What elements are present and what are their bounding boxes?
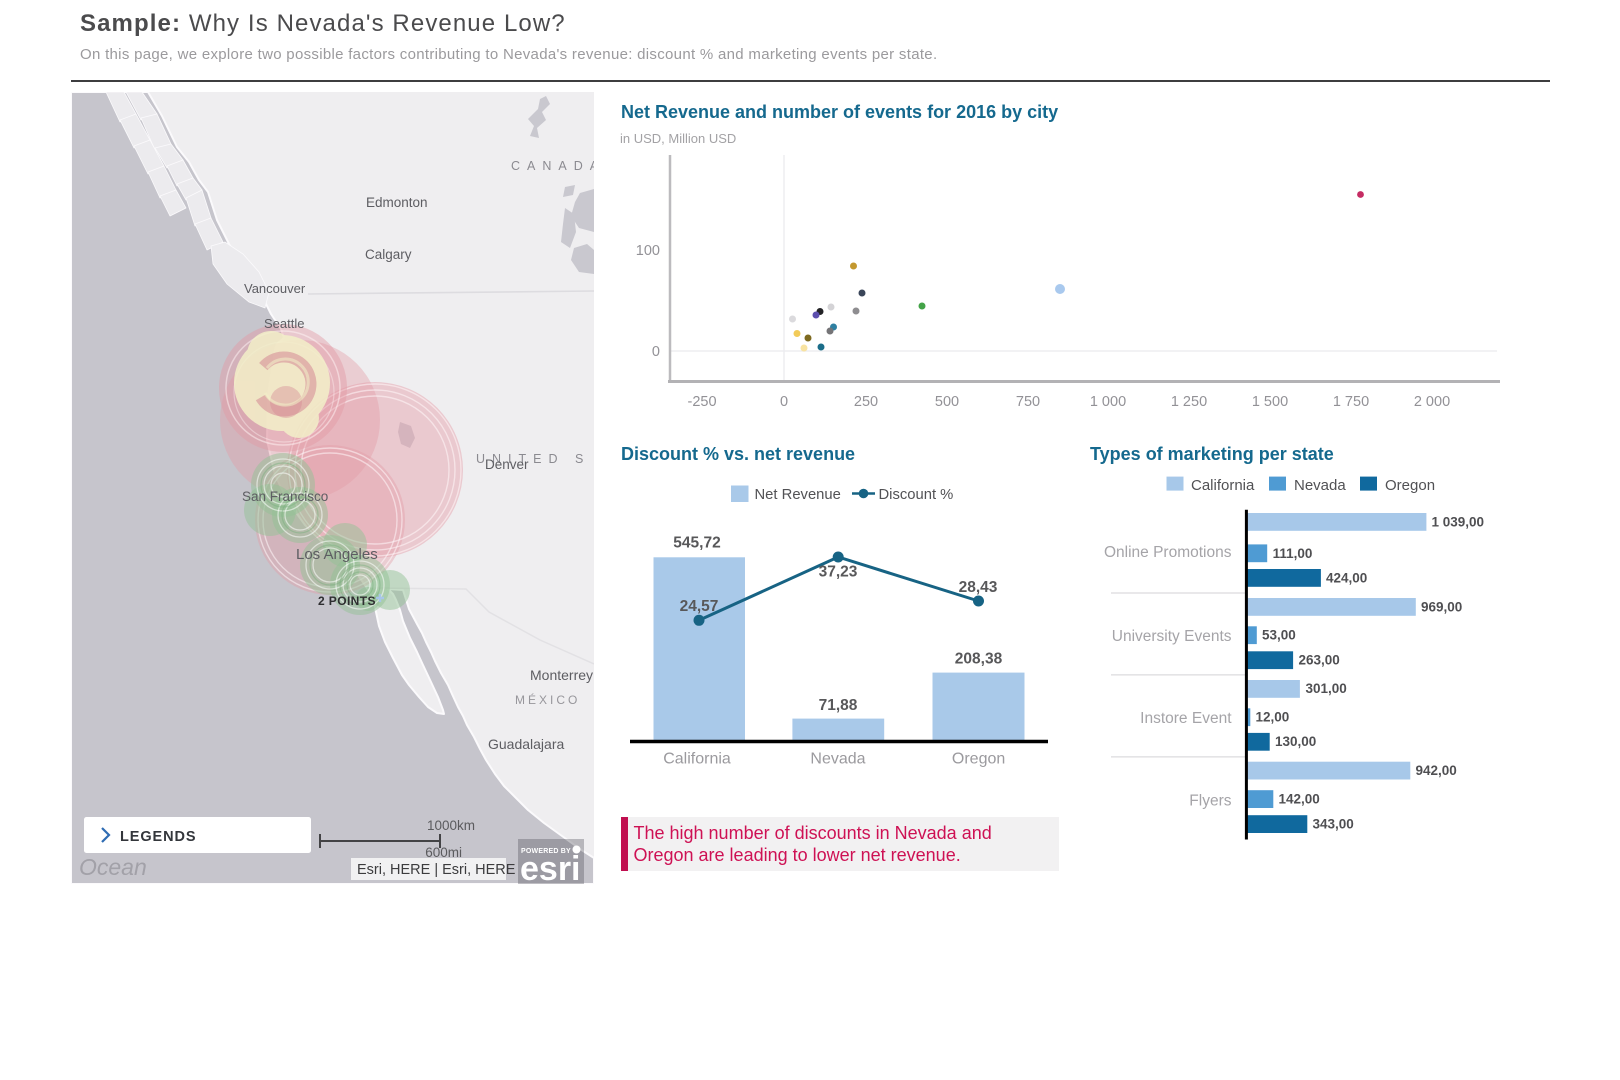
svg-text:942,00: 942,00 (1416, 763, 1457, 778)
svg-text:-250: -250 (687, 394, 716, 410)
svg-text:0: 0 (652, 344, 660, 360)
svg-text:Flyers: Flyers (1189, 792, 1231, 809)
svg-text:0: 0 (780, 394, 788, 410)
svg-text:343,00: 343,00 (1313, 816, 1354, 831)
svg-text:Ocean: Ocean (79, 854, 147, 880)
svg-text:Denver: Denver (485, 457, 529, 472)
svg-text:UNITED S: UNITED S (476, 452, 590, 466)
svg-text:142,00: 142,00 (1279, 791, 1320, 806)
svg-text:1000km: 1000km (427, 818, 475, 833)
svg-text:600mi: 600mi (425, 845, 462, 860)
svg-text:1 500: 1 500 (1252, 394, 1288, 410)
svg-text:208,38: 208,38 (955, 651, 1003, 668)
svg-text:California: California (663, 751, 731, 768)
svg-text:California: California (1191, 477, 1255, 494)
svg-text:1 250: 1 250 (1171, 394, 1207, 410)
svg-text:263,00: 263,00 (1299, 653, 1340, 668)
svg-text:Nevada: Nevada (810, 751, 865, 768)
svg-text:750: 750 (1016, 394, 1040, 410)
svg-text:12,00: 12,00 (1256, 709, 1290, 724)
svg-text:250: 250 (854, 394, 878, 410)
svg-text:POWERED BY: POWERED BY (521, 848, 571, 855)
svg-text:Online Promotions: Online Promotions (1104, 544, 1232, 561)
svg-text:Vancouver: Vancouver (244, 281, 306, 296)
svg-text:53,00: 53,00 (1262, 627, 1296, 642)
svg-text:545,72: 545,72 (673, 535, 720, 552)
svg-text:2 POINTS: 2 POINTS (318, 594, 376, 608)
svg-text:1 000: 1 000 (1090, 394, 1126, 410)
svg-text:MÉXICO: MÉXICO (515, 692, 580, 707)
svg-text:301,00: 301,00 (1306, 681, 1347, 696)
svg-text:San Francisco: San Francisco (242, 489, 328, 504)
svg-text:37,23: 37,23 (819, 564, 858, 581)
svg-text:Discount %: Discount % (879, 487, 954, 503)
svg-text:Guadalajara: Guadalajara (488, 736, 564, 752)
svg-text:Instore Event: Instore Event (1140, 710, 1232, 727)
svg-text:71,88: 71,88 (819, 697, 858, 714)
svg-text:969,00: 969,00 (1421, 599, 1462, 614)
svg-text:111,00: 111,00 (1273, 546, 1313, 561)
svg-text:424,00: 424,00 (1326, 570, 1367, 585)
svg-text:500: 500 (935, 394, 959, 410)
svg-text:LEGENDS: LEGENDS (120, 829, 196, 845)
svg-text:Nevada: Nevada (1294, 477, 1346, 494)
svg-text:Oregon: Oregon (1385, 477, 1435, 494)
svg-text:University Events: University Events (1112, 628, 1232, 645)
svg-text:1 750: 1 750 (1333, 394, 1369, 410)
svg-text:24,57: 24,57 (680, 598, 719, 615)
svg-text:1 039,00: 1 039,00 (1432, 515, 1485, 530)
svg-text:Net Revenue: Net Revenue (755, 487, 841, 503)
svg-text:28,43: 28,43 (959, 579, 998, 596)
svg-text:Los Angeles: Los Angeles (296, 546, 378, 563)
svg-text:Edmonton: Edmonton (366, 195, 428, 210)
svg-text:Esri, HERE | Esri, HERE: Esri, HERE | Esri, HERE (357, 862, 516, 878)
svg-text:Seattle: Seattle (264, 316, 304, 331)
svg-text:Calgary: Calgary (365, 247, 412, 262)
svg-text:Oregon: Oregon (952, 751, 1005, 768)
svg-text:esri: esri (520, 850, 581, 884)
svg-text:Monterrey: Monterrey (530, 667, 593, 683)
svg-text:2 000: 2 000 (1414, 394, 1450, 410)
svg-text:130,00: 130,00 (1275, 734, 1316, 749)
svg-text:100: 100 (636, 243, 660, 259)
svg-text:CANADA: CANADA (511, 159, 594, 173)
